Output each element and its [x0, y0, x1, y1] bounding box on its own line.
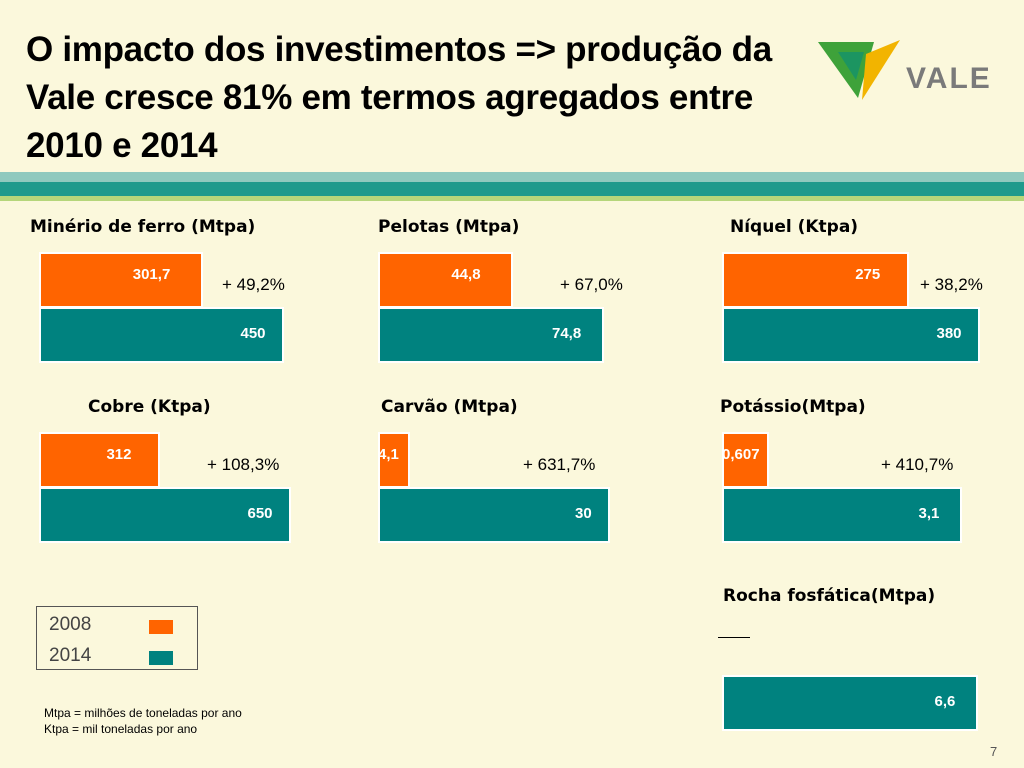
bar-2008 [378, 432, 410, 488]
legend: 2008 2014 [36, 606, 198, 670]
bar-2014 [39, 487, 291, 543]
page-title: O impacto dos investimentos => produção … [26, 30, 772, 165]
value-label-2008: 275 [855, 266, 881, 283]
bar-2008 [378, 252, 514, 308]
bar-2008 [39, 252, 204, 308]
growth-label: + 38,2% [920, 275, 983, 294]
value-label-2014: 380 [936, 325, 962, 342]
header-band-teal [0, 182, 1024, 196]
value-label-2008: 312 [106, 446, 132, 463]
bar-2008 [39, 432, 160, 488]
value-label-2014: 3,1 [918, 505, 940, 522]
value-label-2008: 4,1 [378, 446, 399, 463]
value-label-2014: 30 [575, 505, 592, 522]
note-ktpa: Ktpa = mil toneladas por ano [44, 722, 198, 736]
bar-2008 [722, 432, 769, 488]
bar-2008 [722, 252, 909, 308]
no-data-dash [718, 637, 750, 638]
growth-label: + 631,7% [523, 455, 596, 474]
value-label-2014: 650 [247, 505, 273, 522]
bar-2014 [378, 487, 610, 543]
legend-label-2008: 2008 [49, 614, 92, 635]
legend-label-2014: 2014 [49, 645, 92, 666]
vale-v-icon [818, 40, 900, 100]
chart-title: Níquel (Ktpa) [730, 217, 859, 237]
chart-title: Potássio(Mtpa) [720, 397, 866, 417]
value-label-2014: 450 [240, 325, 266, 342]
chart-title: Minério de ferro (Mtpa) [30, 217, 256, 237]
bar-2014 [39, 307, 284, 363]
chart-title: Rocha fosfática(Mtpa) [723, 586, 936, 606]
value-label-2014: 74,8 [552, 325, 582, 342]
header-band-light [0, 172, 1024, 182]
chart-title: Cobre (Ktpa) [88, 397, 211, 417]
growth-label: + 410,7% [881, 455, 954, 474]
bar-2014 [378, 307, 604, 363]
growth-label: + 67,0% [560, 275, 623, 294]
vale-logo: VALE [818, 36, 998, 106]
page-number: 7 [990, 744, 998, 759]
bar-2014 [722, 675, 978, 731]
value-label-2008: 301,7 [132, 266, 171, 283]
chart-title: Pelotas (Mtpa) [378, 217, 520, 237]
value-label-2014: 6,6 [934, 693, 956, 710]
note-mtpa: Mtpa = milhões de toneladas por ano [44, 706, 242, 720]
growth-label: + 49,2% [222, 275, 285, 294]
growth-label: + 108,3% [207, 455, 280, 474]
legend-swatch-2014 [149, 651, 173, 665]
value-label-2008: 0,607 [722, 446, 760, 463]
bar-2014 [722, 307, 980, 363]
chart-title: Carvão (Mtpa) [381, 397, 518, 417]
bar-2014 [722, 487, 962, 543]
header-band-green [0, 196, 1024, 201]
vale-logo-text: VALE [906, 62, 992, 95]
value-label-2008: 44,8 [451, 266, 481, 283]
legend-swatch-2008 [149, 620, 173, 634]
